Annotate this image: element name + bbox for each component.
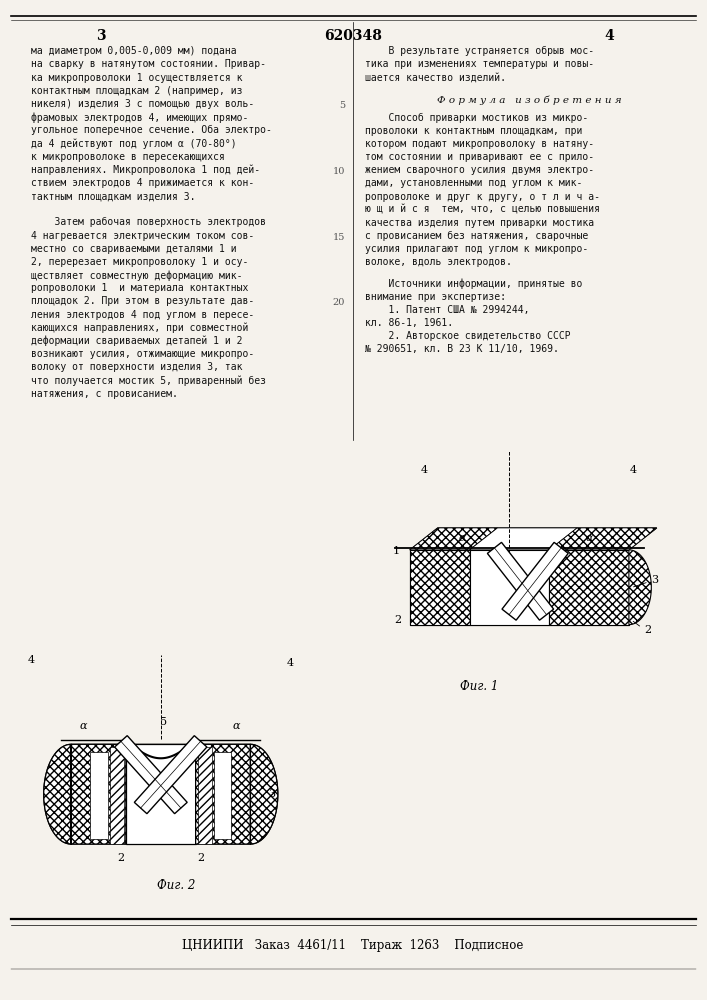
Text: направлениях. Микропроволока 1 под дей-: направлениях. Микропроволока 1 под дей- bbox=[31, 165, 260, 175]
Polygon shape bbox=[115, 736, 187, 814]
Text: 2: 2 bbox=[395, 615, 402, 625]
Text: дами, установленными под углом к мик-: дами, установленными под углом к мик- bbox=[365, 178, 583, 188]
Text: 4: 4 bbox=[28, 655, 35, 665]
Text: волоке, вдоль электродов.: волоке, вдоль электродов. bbox=[365, 257, 512, 267]
Text: Способ приварки мостиков из микро-: Способ приварки мостиков из микро- bbox=[365, 113, 588, 123]
Polygon shape bbox=[549, 550, 629, 625]
Polygon shape bbox=[214, 752, 231, 839]
Text: волоку от поверхности изделия 3, так: волоку от поверхности изделия 3, так bbox=[31, 362, 243, 372]
Polygon shape bbox=[502, 542, 568, 620]
Text: тактным площадкам изделия 3.: тактным площадкам изделия 3. bbox=[31, 191, 196, 201]
Text: 3: 3 bbox=[269, 789, 276, 799]
Text: Ф о р м у л а   и з о б р е т е н и я: Ф о р м у л а и з о б р е т е н и я bbox=[437, 96, 621, 105]
Text: местно со свариваемыми деталями 1 и: местно со свариваемыми деталями 1 и bbox=[31, 244, 237, 254]
Text: 3: 3 bbox=[96, 29, 106, 43]
Text: α: α bbox=[233, 721, 240, 731]
Text: 20: 20 bbox=[333, 298, 345, 307]
Text: натяжения, с провисанием.: натяжения, с провисанием. bbox=[31, 389, 178, 399]
Text: В результате устраняется обрыв мос-: В результате устраняется обрыв мос- bbox=[365, 46, 594, 56]
Text: шается качество изделий.: шается качество изделий. bbox=[365, 73, 506, 83]
Text: котором подают микропроволоку в натяну-: котором подают микропроволоку в натяну- bbox=[365, 139, 594, 149]
Polygon shape bbox=[134, 736, 207, 814]
Polygon shape bbox=[196, 744, 278, 844]
Text: 4: 4 bbox=[604, 29, 614, 43]
Text: тика при изменениях температуры и повы-: тика при изменениях температуры и повы- bbox=[365, 59, 594, 69]
Text: 10: 10 bbox=[333, 167, 345, 176]
Text: ствием электродов 4 прижимается к кон-: ствием электродов 4 прижимается к кон- bbox=[31, 178, 255, 188]
Text: ществляет совместную деформацию мик-: ществляет совместную деформацию мик- bbox=[31, 270, 243, 281]
Text: деформации свариваемых детапей 1 и 2: деформации свариваемых детапей 1 и 2 bbox=[31, 336, 243, 346]
Text: кающихся направлениях, при совместной: кающихся направлениях, при совместной bbox=[31, 323, 249, 333]
Text: к микропроволоке в пересекающихся: к микропроволоке в пересекающихся bbox=[31, 152, 225, 162]
Text: внимание при экспертизе:: внимание при экспертизе: bbox=[365, 292, 506, 302]
Text: 2: 2 bbox=[197, 853, 204, 863]
Polygon shape bbox=[110, 747, 124, 844]
Text: ления электродов 4 под углом в пересе-: ления электродов 4 под углом в пересе- bbox=[31, 310, 255, 320]
Text: возникают усилия, отжимающие микропро-: возникают усилия, отжимающие микропро- bbox=[31, 349, 255, 359]
Text: 620348: 620348 bbox=[324, 29, 382, 43]
Text: с провисанием без натяжения, сварочные: с провисанием без натяжения, сварочные bbox=[365, 231, 588, 241]
Text: ма диаметром 0,005-0,009 мм) подана: ма диаметром 0,005-0,009 мм) подана bbox=[31, 46, 237, 56]
Text: ЦНИИПИ   Заказ  4461/11    Тираж  1263    Подписное: ЦНИИПИ Заказ 4461/11 Тираж 1263 Подписно… bbox=[182, 939, 524, 952]
Polygon shape bbox=[487, 542, 554, 620]
Text: ка микропроволоки 1 осуществляется к: ка микропроволоки 1 осуществляется к bbox=[31, 73, 243, 83]
Text: качества изделия путем приварки мостика: качества изделия путем приварки мостика bbox=[365, 218, 594, 228]
Text: кл. 86-1, 1961.: кл. 86-1, 1961. bbox=[365, 318, 453, 328]
Text: ропроволоке и друг к другу, о т л и ч а-: ропроволоке и друг к другу, о т л и ч а- bbox=[365, 192, 600, 202]
Text: 2: 2 bbox=[644, 625, 651, 635]
Text: 1: 1 bbox=[392, 546, 400, 556]
Polygon shape bbox=[410, 550, 469, 625]
Polygon shape bbox=[629, 550, 651, 625]
Polygon shape bbox=[44, 744, 126, 844]
Polygon shape bbox=[469, 550, 549, 625]
Text: № 290651, кл. В 23 К 11/10, 1969.: № 290651, кл. В 23 К 11/10, 1969. bbox=[365, 344, 559, 354]
Text: 5: 5 bbox=[339, 101, 345, 110]
Text: 4: 4 bbox=[286, 658, 294, 668]
Text: 5: 5 bbox=[160, 717, 168, 727]
Text: усилия прилагают под углом к микропро-: усилия прилагают под углом к микропро- bbox=[365, 244, 588, 254]
Text: жением сварочного усилия двумя электро-: жением сварочного усилия двумя электро- bbox=[365, 165, 594, 175]
Text: да 4 действуют под углом α (70-80°): да 4 действуют под углом α (70-80°) bbox=[31, 138, 237, 149]
Text: Источники информации, принятые во: Источники информации, принятые во bbox=[365, 279, 583, 289]
Text: 2: 2 bbox=[117, 853, 124, 863]
Text: проволоки к контактным площадкам, при: проволоки к контактным площадкам, при bbox=[365, 126, 583, 136]
Text: 4 нагревается электрическим током сов-: 4 нагревается электрическим током сов- bbox=[31, 231, 255, 241]
Text: площадок 2. При этом в результате дав-: площадок 2. При этом в результате дав- bbox=[31, 296, 255, 306]
Text: Затем рабочая поверхность электродов: Затем рабочая поверхность электродов bbox=[31, 217, 267, 227]
Text: 2, перерезает микропроволоку 1 и осу-: 2, перерезает микропроволоку 1 и осу- bbox=[31, 257, 249, 267]
Text: угольное поперечное сечение. Оба электро-: угольное поперечное сечение. Оба электро… bbox=[31, 125, 272, 135]
Polygon shape bbox=[549, 528, 657, 550]
Text: α: α bbox=[585, 533, 593, 543]
Polygon shape bbox=[90, 752, 108, 839]
Text: 3: 3 bbox=[651, 575, 658, 585]
Text: 4: 4 bbox=[421, 465, 428, 475]
Text: 15: 15 bbox=[333, 233, 345, 242]
Polygon shape bbox=[198, 747, 211, 844]
Text: на сварку в натянутом состоянии. Привар-: на сварку в натянутом состоянии. Привар- bbox=[31, 59, 267, 69]
Text: Фиг. 1: Фиг. 1 bbox=[460, 680, 498, 693]
Polygon shape bbox=[410, 550, 629, 625]
Polygon shape bbox=[44, 744, 278, 844]
Text: α: α bbox=[79, 721, 87, 731]
Polygon shape bbox=[410, 528, 498, 550]
Text: ю щ и й с я  тем, что, с целью повышения: ю щ и й с я тем, что, с целью повышения bbox=[365, 205, 600, 215]
Text: что получается мостик 5, приваренный без: что получается мостик 5, приваренный без bbox=[31, 375, 267, 386]
Text: α: α bbox=[459, 533, 467, 543]
Text: фрамовых электродов 4, имеющих прямо-: фрамовых электродов 4, имеющих прямо- bbox=[31, 112, 249, 123]
Text: никеля) изделия 3 с помощью двух воль-: никеля) изделия 3 с помощью двух воль- bbox=[31, 99, 255, 109]
Polygon shape bbox=[410, 528, 657, 550]
Text: Фиг. 2: Фиг. 2 bbox=[156, 879, 195, 892]
Text: том состоянии и приваривают ее с прило-: том состоянии и приваривают ее с прило- bbox=[365, 152, 594, 162]
Polygon shape bbox=[126, 744, 196, 844]
Text: 4: 4 bbox=[629, 465, 636, 475]
Text: контактным площадкам 2 (например, из: контактным площадкам 2 (например, из bbox=[31, 86, 243, 96]
Polygon shape bbox=[469, 528, 577, 550]
Text: ропроволоки 1  и материала контактных: ропроволоки 1 и материала контактных bbox=[31, 283, 249, 293]
Text: 1. Патент США № 2994244,: 1. Патент США № 2994244, bbox=[365, 305, 530, 315]
Text: 2. Авторское свидетельство СССР: 2. Авторское свидетельство СССР bbox=[365, 331, 571, 341]
